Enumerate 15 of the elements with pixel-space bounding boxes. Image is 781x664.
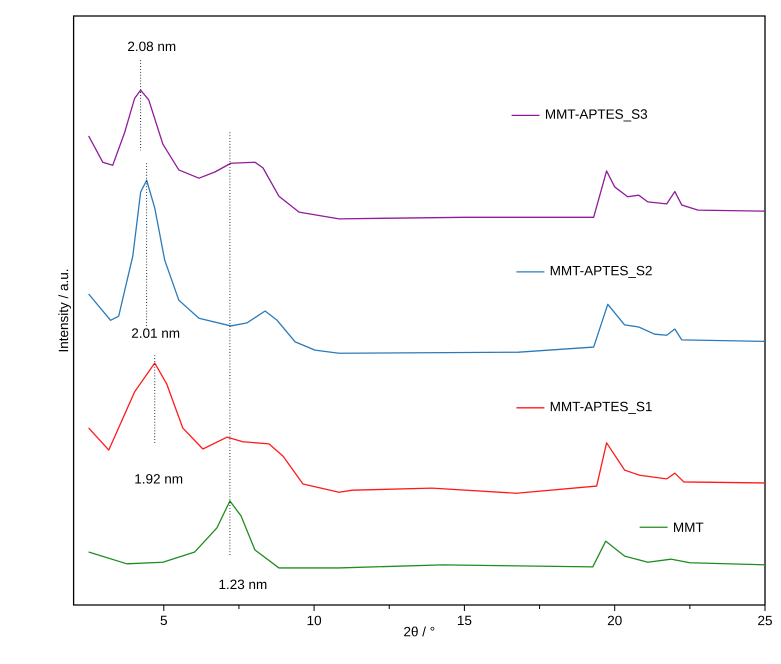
ref-line-label: 1.92 nm — [135, 474, 182, 484]
x-tick-label: 5 — [160, 616, 167, 626]
legend-label: MMT-APTES_S1 — [550, 402, 652, 414]
ref-line-label: 2.08 nm — [128, 42, 176, 52]
legend-label: MMT — [674, 522, 704, 532]
x-axis-title: 2θ / ° — [404, 626, 434, 636]
legend-label: MMT-APTES_S2 — [550, 266, 652, 278]
x-tick-label: 10 — [308, 616, 322, 626]
y-axis-title: Intensity / a.u. — [58, 270, 71, 352]
legend-label: MMT-APTES_S3 — [546, 109, 648, 122]
x-tick-label: 25 — [758, 616, 772, 626]
x-tick-label: 15 — [458, 616, 472, 626]
ref-line-label: 2.01 nm — [132, 328, 180, 338]
x-tick-label: 20 — [608, 616, 622, 626]
ref-line-label: 1.23 nm — [219, 580, 266, 590]
